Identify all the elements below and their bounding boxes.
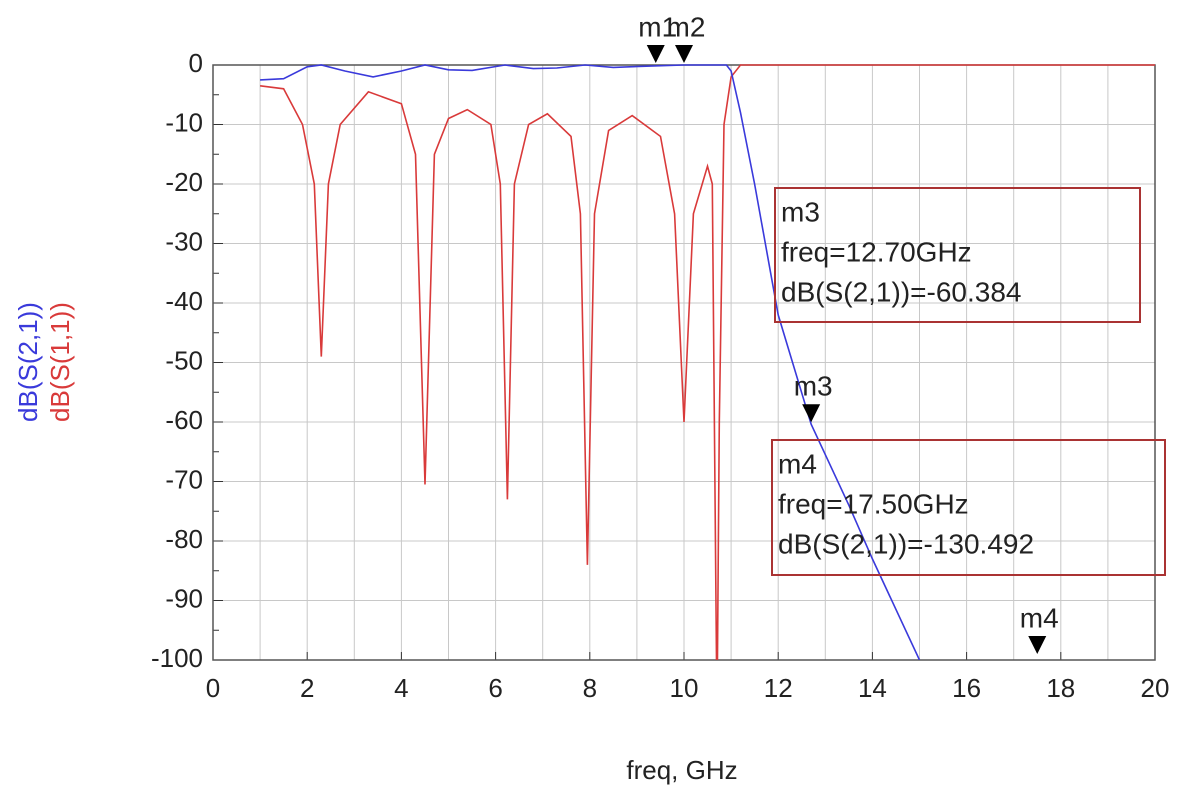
y-tick-label: -60: [165, 405, 203, 435]
marker-name: m3: [794, 371, 833, 402]
y-tick-label: -40: [165, 286, 203, 316]
marker-readout-box: [771, 439, 1166, 576]
y-tick-label: 0: [189, 48, 203, 78]
y-tick-label: -30: [165, 226, 203, 256]
y-tick-label: -10: [165, 107, 203, 137]
marker-name: m4: [1020, 602, 1059, 633]
x-tick-label: 18: [1046, 673, 1075, 703]
marker-triangle: [1028, 636, 1047, 654]
y-tick-label: -90: [165, 583, 203, 613]
x-tick-label: 12: [764, 673, 793, 703]
x-tick-label: 0: [206, 673, 220, 703]
y-tick-label: -80: [165, 524, 203, 554]
x-tick-label: 14: [858, 673, 887, 703]
series-line: [260, 64, 921, 660]
plot-area: [259, 64, 1155, 660]
x-tick-label: 10: [670, 673, 699, 703]
marker-readout-text: dB(S(2,1))=-130.492: [778, 528, 1034, 559]
y-tick-label: -100: [151, 643, 203, 673]
marker-name: m1: [638, 11, 677, 42]
y-tick-label: -20: [165, 167, 203, 197]
x-tick-label: 8: [583, 673, 597, 703]
x-tick-label: 16: [952, 673, 981, 703]
marker-readout-text: m3: [781, 196, 820, 227]
marker-readout-box: [774, 187, 1141, 323]
y-axis-label: dB(S(1,1)): [45, 302, 75, 422]
marker-name: m2: [667, 11, 706, 42]
marker-triangle: [675, 45, 693, 63]
marker-readout-text: freq=17.50GHz: [778, 488, 969, 519]
y-axis-label: dB(S(2,1)): [13, 302, 43, 422]
x-axis-label: freq, GHz: [626, 755, 737, 785]
marker-readout-text: freq=12.70GHz: [781, 236, 972, 267]
x-tick-label: 4: [394, 673, 408, 703]
y-tick-label: -70: [165, 464, 203, 494]
marker-readout-text: m4: [778, 448, 817, 479]
marker-readout-text: dB(S(2,1))=-60.384: [781, 276, 1021, 307]
marker-triangle: [646, 45, 665, 63]
y-tick-label: -50: [165, 345, 203, 375]
x-tick-label: 2: [300, 673, 314, 703]
x-tick-label: 20: [1141, 673, 1170, 703]
x-tick-label: 6: [488, 673, 502, 703]
series-line: [259, 64, 1155, 660]
marker-triangle: [802, 404, 821, 423]
